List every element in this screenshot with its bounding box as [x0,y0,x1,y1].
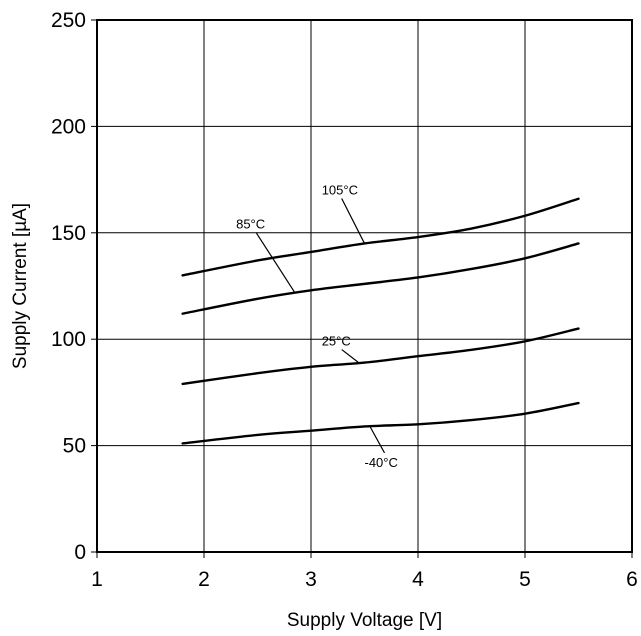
y-axis-title: Supply Current [µA] [10,203,31,369]
x-tick-label: 3 [305,568,317,591]
y-tick-label: 250 [51,9,86,32]
annotations: 105°C 85°C 25°C -40°C [236,182,398,469]
x-tick-label: 6 [626,568,638,591]
annotation-leader-line [369,425,386,454]
y-tick-label: 50 [63,435,86,458]
series-label: 85°C [236,217,265,232]
y-tick-label: 200 [51,115,86,138]
x-tick-label: 1 [91,568,103,591]
tick-labels: 1 2 3 4 5 6 0 50 100 150 200 250 [51,9,638,591]
series-label: 25°C [322,334,351,349]
series-label: 105°C [322,182,358,197]
x-tick-label: 4 [412,568,424,591]
series-label: -40°C [365,455,398,470]
series-line [181,401,580,445]
series-line [181,242,580,315]
annotation-leader-line [255,232,296,294]
y-tick-label: 150 [51,222,86,245]
series-line [181,197,580,277]
grid-lines [91,19,633,558]
x-tick-label: 5 [519,568,531,591]
x-tick-label: 2 [198,568,210,591]
series-lines [181,197,580,445]
x-axis-title: Supply Voltage [V] [287,610,442,631]
series-line [181,327,580,386]
annotation-leader-line [341,198,366,244]
annotation-leader-line [341,349,360,364]
y-tick-label: 0 [74,541,86,564]
y-tick-label: 100 [51,328,86,351]
plot-frame [96,19,633,553]
